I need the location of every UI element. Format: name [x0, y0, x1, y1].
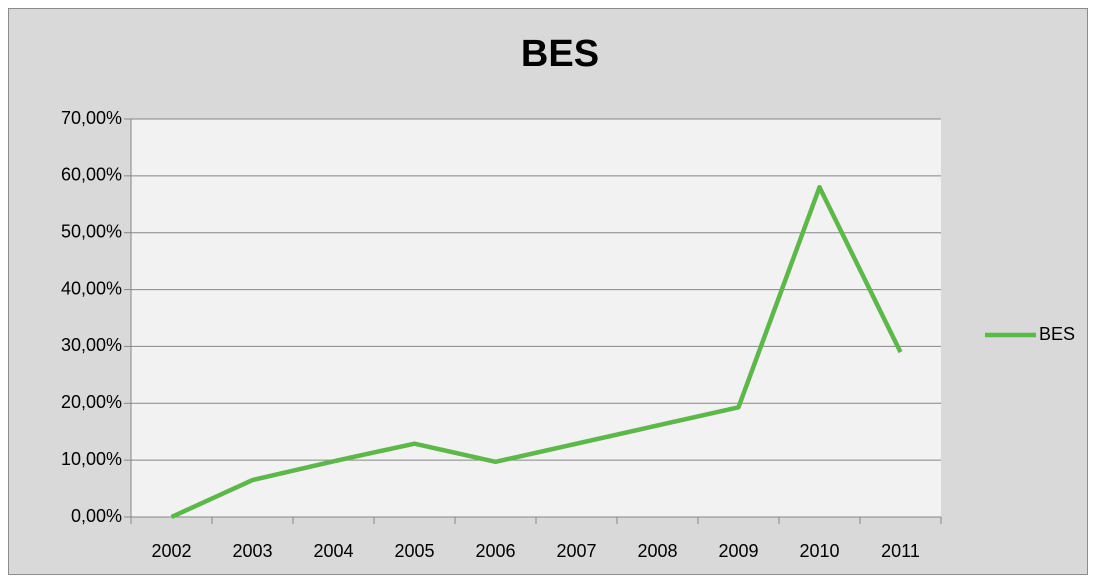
- x-tick-label: 2005: [394, 541, 434, 561]
- x-tick-label: 2008: [637, 541, 677, 561]
- x-tick-label: 2006: [475, 541, 515, 561]
- x-tick-label: 2009: [718, 541, 758, 561]
- x-tick-label: 2011: [881, 541, 920, 561]
- x-tick-label: 2007: [556, 541, 596, 561]
- x-tick-label: 2004: [313, 541, 353, 561]
- y-tick-label: 50,00%: [61, 221, 122, 241]
- y-tick-label: 70,00%: [61, 108, 122, 128]
- x-tick-label: 2003: [232, 541, 272, 561]
- chart-title: BES: [521, 33, 599, 75]
- y-tick-label: 60,00%: [61, 165, 122, 185]
- y-tick-label: 0,00%: [71, 506, 122, 526]
- y-tick-label: 40,00%: [61, 278, 122, 298]
- data-line: [170, 184, 903, 520]
- y-tick-label: 30,00%: [61, 335, 122, 355]
- y-tick-label: 20,00%: [61, 392, 122, 412]
- plot-area: [131, 119, 941, 517]
- x-tick-label: 2010: [799, 541, 839, 561]
- y-tick-label: 10,00%: [61, 449, 122, 469]
- legend-label: BES: [1039, 324, 1075, 344]
- x-tick-label: 2002: [151, 541, 191, 561]
